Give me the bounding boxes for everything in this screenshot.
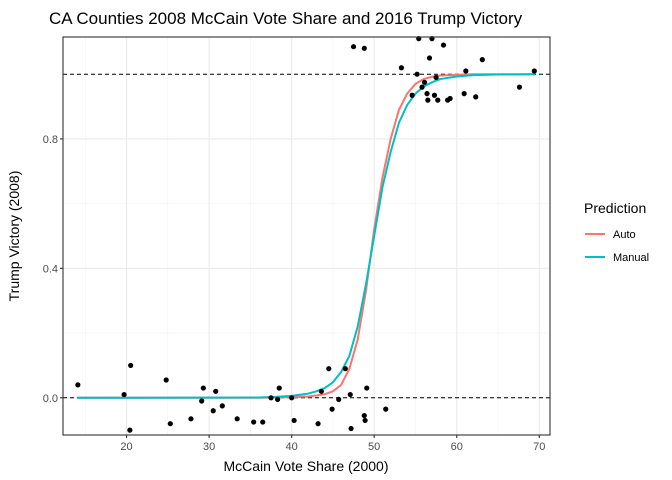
y-tick-label: 0.4 — [43, 263, 58, 275]
data-point — [433, 74, 439, 81]
data-point — [463, 68, 469, 74]
data-point — [361, 45, 367, 51]
data-point — [121, 391, 127, 398]
data-point — [362, 417, 368, 424]
data-point — [461, 91, 467, 97]
x-tick-label: 20 — [120, 441, 132, 453]
data-point — [234, 416, 240, 422]
data-point — [419, 84, 425, 90]
y-axis-label: Trump Victory (2008) — [6, 171, 22, 302]
data-point — [268, 395, 274, 401]
y-tick-label: 0.8 — [43, 134, 58, 146]
x-axis-ticks: 20 30 40 50 60 70 — [120, 435, 545, 453]
data-point — [210, 408, 216, 414]
data-point — [276, 385, 282, 391]
data-point — [531, 68, 537, 74]
data-point — [424, 91, 430, 97]
prediction-curves — [77, 73, 536, 399]
x-tick-label: 60 — [451, 441, 463, 453]
data-point — [200, 385, 206, 391]
data-point — [398, 65, 405, 71]
data-point — [199, 398, 205, 404]
data-point — [347, 391, 353, 398]
data-point — [447, 95, 453, 102]
data-point — [329, 406, 335, 412]
data-point — [431, 92, 438, 98]
y-tick-label: 0.0 — [43, 393, 58, 405]
data-point — [336, 396, 342, 403]
data-point — [75, 382, 81, 388]
data-point — [426, 55, 433, 61]
data-point — [342, 366, 348, 372]
data-points — [75, 36, 537, 433]
data-point — [409, 92, 415, 98]
data-point — [326, 366, 332, 372]
data-point — [348, 425, 354, 432]
panel-border — [62, 36, 551, 436]
data-point — [128, 362, 134, 369]
x-tick-label: 40 — [286, 441, 298, 453]
data-point — [435, 97, 441, 103]
data-point — [188, 416, 194, 422]
data-point — [414, 71, 420, 77]
data-point — [516, 84, 523, 90]
legend-label-auto: Auto — [613, 229, 636, 241]
data-point — [473, 94, 479, 100]
data-point — [275, 396, 281, 403]
series-line-auto — [77, 73, 536, 399]
x-tick-label: 50 — [368, 441, 380, 453]
data-point — [479, 57, 485, 63]
data-point — [440, 42, 447, 48]
data-point — [315, 421, 321, 427]
data-point — [167, 421, 173, 427]
legend-label-manual: Manual — [613, 252, 649, 264]
data-point — [213, 388, 219, 394]
x-tick-label: 30 — [203, 441, 215, 453]
data-point — [421, 79, 428, 85]
data-point — [361, 412, 367, 419]
data-point — [350, 44, 357, 50]
data-point — [127, 427, 133, 433]
legend: Prediction Auto Manual — [584, 200, 649, 264]
data-point — [318, 388, 324, 394]
data-point — [364, 385, 370, 391]
data-point — [260, 419, 266, 425]
legend-title: Prediction — [584, 200, 646, 216]
data-point — [289, 395, 295, 401]
series-line-manual — [77, 73, 536, 399]
data-point — [291, 417, 297, 424]
data-point — [425, 97, 431, 103]
y-axis-ticks: 0.0 0.4 0.8 — [43, 134, 63, 405]
data-point — [163, 377, 169, 383]
data-point — [219, 403, 225, 409]
x-axis-label: McCain Vote Share (2000) — [224, 458, 389, 474]
data-point — [383, 406, 389, 412]
data-point — [251, 419, 257, 425]
chart-title: CA Counties 2008 McCain Vote Share and 2… — [49, 9, 523, 28]
x-tick-label: 70 — [533, 441, 545, 453]
